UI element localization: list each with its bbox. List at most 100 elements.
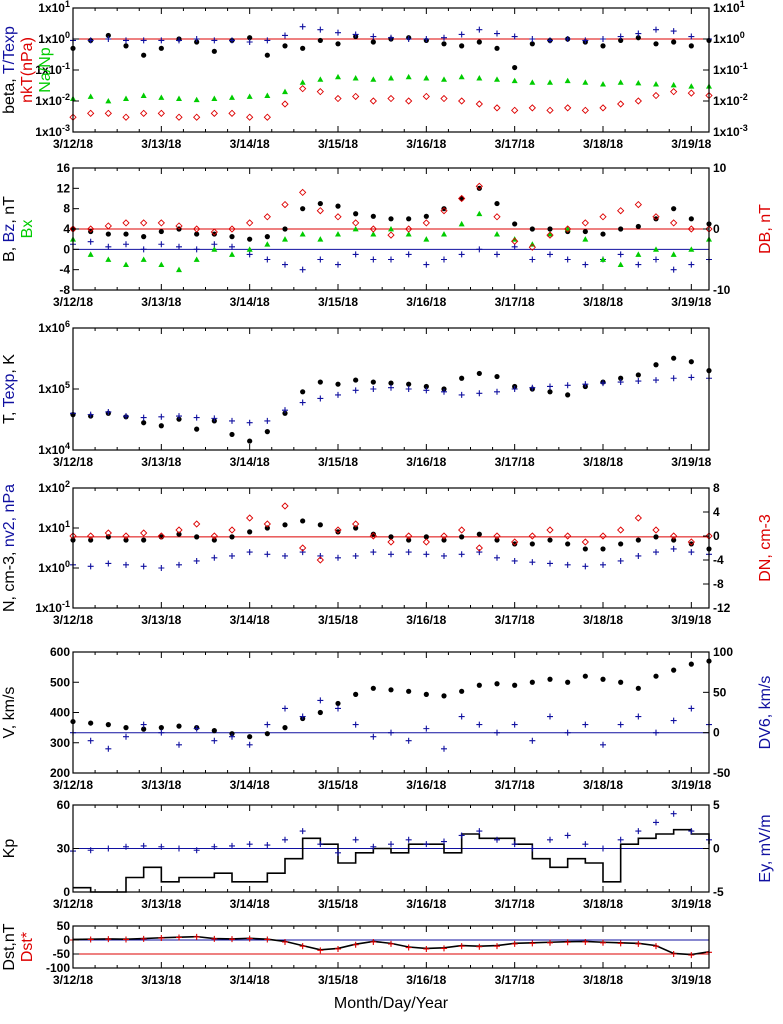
data-point — [317, 395, 324, 402]
data-point — [582, 228, 588, 235]
data-point — [458, 391, 465, 398]
x-tick-label: 3/13/18 — [141, 613, 181, 627]
data-point — [264, 256, 271, 263]
x-tick-label: 3/19/18 — [671, 137, 711, 151]
data-point — [423, 383, 429, 390]
data-point — [511, 386, 518, 392]
y2-tick-label: -12 — [713, 601, 731, 615]
x-tick-label: 3/12/18 — [53, 137, 93, 151]
data-point — [459, 375, 465, 381]
data-point — [299, 85, 307, 93]
data-point — [176, 934, 182, 941]
data-point — [511, 557, 518, 564]
data-point — [282, 43, 288, 49]
data-point — [529, 256, 536, 263]
data-point — [564, 832, 571, 839]
data-point — [493, 213, 501, 221]
y2-tick-label: 0 — [713, 529, 720, 543]
data-point — [475, 544, 483, 552]
plot-frame — [72, 7, 710, 133]
data-point — [335, 945, 341, 952]
data-point — [140, 92, 147, 98]
data-point — [263, 113, 271, 121]
data-point — [618, 375, 624, 381]
data-point — [671, 206, 677, 212]
data-point — [670, 717, 677, 724]
x-tick-label: 3/15/18 — [318, 778, 358, 792]
data-point — [441, 537, 447, 543]
data-point — [688, 83, 695, 89]
y2-axis-label: DN, cm-3 — [757, 514, 774, 582]
data-point — [282, 407, 288, 414]
data-point — [564, 939, 571, 946]
data-point — [512, 682, 518, 688]
y-axis-label: Kp — [1, 839, 18, 859]
data-point — [246, 549, 253, 556]
data-point — [529, 737, 536, 744]
panel-p4: 3/12/18 3/13/18 3/14/18 3/15/18 3/16/18 3/17/… — [1, 479, 774, 627]
y2-tick-label: 1x10-3 — [713, 123, 748, 139]
y-axis-label: T, Texp, K — [1, 354, 18, 424]
series-t — [70, 355, 712, 444]
data-point — [370, 549, 377, 556]
data-point — [264, 241, 271, 247]
data-point — [140, 721, 147, 728]
x-tick-label: 3/19/18 — [671, 973, 711, 987]
data-point — [335, 29, 341, 36]
x-tick-label: 3/16/18 — [406, 295, 446, 309]
data-point — [282, 261, 288, 268]
data-point — [476, 185, 482, 191]
data-point — [176, 845, 182, 852]
data-point — [388, 34, 394, 41]
data-point — [617, 721, 624, 728]
data-point — [140, 935, 147, 942]
data-point — [141, 52, 147, 58]
data-point — [211, 246, 218, 252]
data-point — [246, 841, 253, 848]
y-tick-label: 60 — [57, 798, 71, 812]
data-point — [617, 100, 625, 108]
data-point — [564, 729, 571, 736]
data-point — [335, 705, 341, 712]
data-point — [528, 532, 536, 540]
data-point — [405, 251, 412, 258]
series-nv2 — [70, 545, 712, 571]
x-tick-label: 3/13/18 — [141, 455, 181, 469]
data-point — [211, 231, 217, 237]
data-point — [123, 725, 129, 731]
data-point — [87, 411, 94, 418]
data-point — [599, 532, 607, 540]
data-point — [246, 741, 253, 748]
data-point — [653, 943, 659, 950]
data-point — [299, 188, 307, 197]
data-point — [176, 266, 182, 273]
data-point — [441, 206, 447, 212]
x-tick-label: 3/15/18 — [318, 613, 358, 627]
data-point — [140, 37, 147, 44]
data-point — [157, 532, 165, 540]
data-point — [423, 236, 430, 242]
data-point — [458, 943, 465, 950]
data-point — [317, 697, 324, 704]
x-tick-label: 3/15/18 — [318, 973, 358, 987]
y-tick-label: 1x104 — [38, 441, 70, 457]
data-point — [246, 935, 253, 942]
data-point — [512, 221, 518, 227]
data-point — [317, 552, 324, 559]
data-point — [388, 380, 394, 386]
data-point — [229, 842, 235, 849]
data-point — [582, 563, 589, 570]
data-point — [511, 721, 518, 728]
data-point — [211, 737, 218, 744]
data-point — [370, 685, 376, 691]
data-point — [670, 28, 677, 35]
data-point — [370, 213, 376, 219]
data-point — [635, 30, 642, 37]
y-tick-label: 1x100 — [38, 559, 70, 575]
data-point — [670, 810, 677, 817]
data-point — [158, 261, 165, 267]
x-tick-label: 3/14/18 — [230, 973, 270, 987]
data-point — [334, 526, 342, 534]
y2-tick-label: 1x101 — [713, 0, 745, 15]
data-point — [582, 261, 589, 268]
